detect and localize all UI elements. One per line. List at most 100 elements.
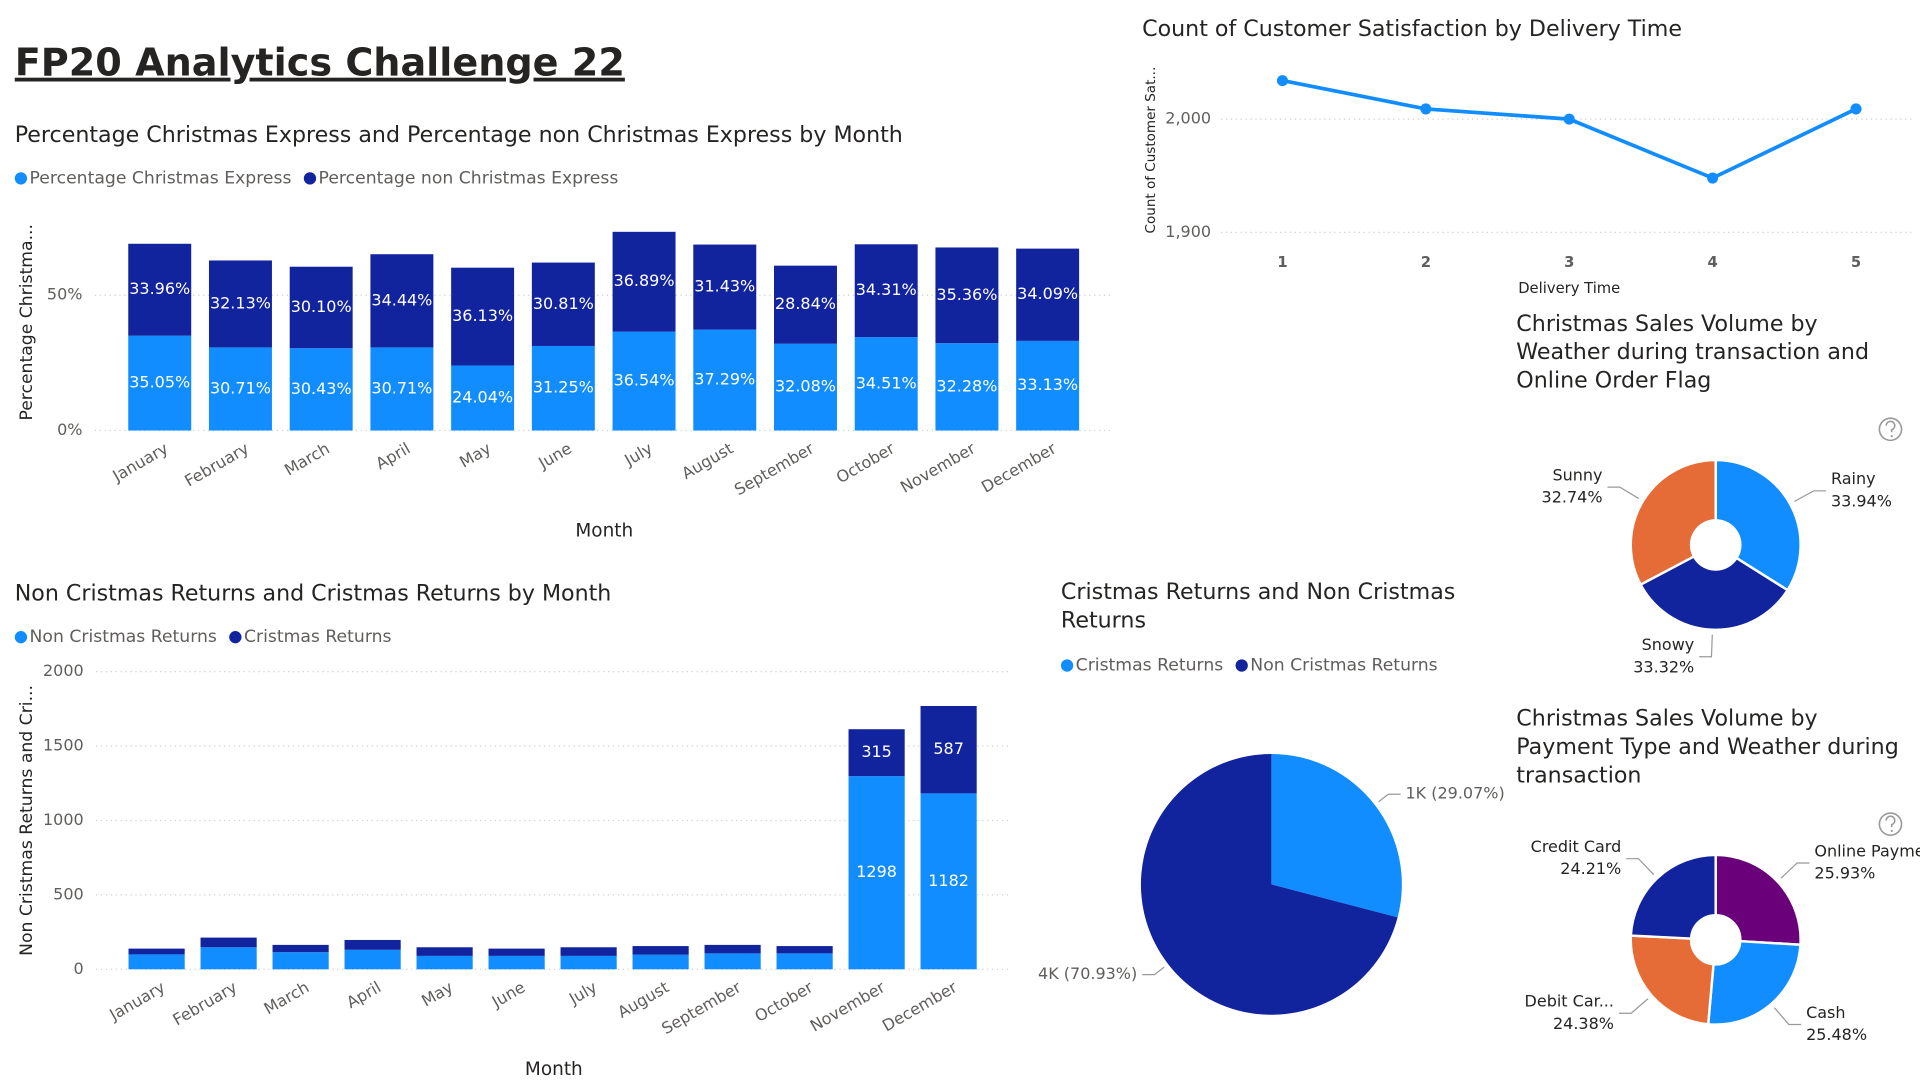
slice: [1629, 458, 1717, 587]
bar-segment: [289, 348, 353, 431]
legend-marker: [14, 631, 28, 644]
legend-marker: [229, 631, 242, 644]
x-tick-label: August: [614, 977, 672, 1021]
data-label: 33.96%: [129, 279, 190, 298]
bar-segment: [272, 944, 329, 953]
data-label: 33.94%: [1831, 491, 1892, 510]
data-label: 36.13%: [452, 306, 513, 325]
y-tick-label: 1000: [43, 810, 84, 829]
y-tick-label: 50%: [47, 285, 83, 304]
chart-title-box: Christmas Sales Volume by Weather during…: [1516, 311, 1870, 394]
data-label: 32.74%: [1542, 488, 1603, 507]
bar-segment: [488, 955, 545, 970]
data-label: 30.71%: [210, 378, 271, 397]
y-axis-label: Count of Customer Sat...: [1143, 67, 1159, 234]
x-tick-label: March: [261, 977, 313, 1018]
x-tick-label: January: [109, 439, 172, 486]
chart-title: Count of Customer Satisfaction by Delive…: [1142, 16, 1682, 42]
bar-segment: [531, 345, 595, 431]
line-marker: [1420, 103, 1432, 115]
chart-title: Cristmas Returns and Non Cristmas Return…: [1060, 579, 1456, 634]
bar-segment: [531, 262, 595, 346]
data-label: 35.05%: [129, 373, 190, 392]
bar-segment: [560, 955, 617, 970]
category-label: Credit Card: [1531, 837, 1622, 856]
x-tick-label: May: [418, 977, 456, 1010]
legend-label: Non Cristmas Returns: [1250, 655, 1437, 675]
help-icon[interactable]: [1878, 417, 1903, 442]
data-label: 25.48%: [1806, 1025, 1867, 1044]
category-label: Online Payment: [1814, 841, 1920, 860]
x-tick-label: December: [978, 438, 1060, 496]
dashboard-title: FP20 Analytics Challenge 22: [15, 41, 625, 85]
x-tick-label: 3: [1564, 254, 1574, 271]
x-tick-label: July: [565, 977, 600, 1008]
bar-segment: [848, 729, 905, 777]
category-label: Rainy: [1831, 469, 1876, 488]
data-label: 31.25%: [533, 378, 594, 397]
y-tick-label: 1,900: [1165, 222, 1211, 241]
slice: [1140, 754, 1398, 1015]
chart-title-box: Cristmas Returns and Non Cristmas Return…: [1060, 579, 1456, 634]
data-label: 24.21%: [1560, 859, 1621, 878]
bar-segment: [632, 954, 689, 970]
data-label: 30.43%: [291, 379, 352, 398]
data-label: 24.38%: [1553, 1014, 1614, 1033]
bar-segment: [488, 948, 545, 956]
data-label: 32.13%: [210, 293, 271, 312]
data-label: 34.44%: [371, 290, 432, 309]
bar-segment: [920, 705, 977, 794]
y-tick-label: 0%: [57, 420, 82, 439]
x-tick-label: November: [897, 438, 979, 496]
data-label: 33.32%: [1633, 657, 1694, 676]
data-label: 35.36%: [936, 285, 997, 304]
bar-segment: [416, 955, 473, 970]
bar-segment: [704, 953, 761, 970]
chart-title: Christmas Sales Volume by Weather during…: [1516, 311, 1870, 394]
x-tick-label: May: [456, 439, 494, 472]
data-label: 30.71%: [371, 378, 432, 397]
bar-segment: [848, 776, 905, 970]
x-tick-label: June: [534, 439, 575, 473]
leader-line: [1626, 858, 1655, 876]
leader-line: [1618, 998, 1649, 1014]
bar-segment: [774, 343, 837, 431]
category-label: Snowy: [1642, 635, 1695, 654]
legend-marker: [303, 172, 317, 185]
bar-segment: [344, 949, 401, 970]
line-marker: [1850, 103, 1862, 115]
line-marker: [1276, 75, 1288, 87]
legend-label: Non Cristmas Returns: [30, 627, 217, 647]
x-tick-label: September: [731, 438, 817, 499]
bar-segment: [776, 946, 833, 954]
x-tick-label: August: [678, 439, 736, 483]
y-tick-label: 2000: [43, 661, 84, 680]
leader-line: [1773, 1007, 1802, 1026]
slice: [1629, 853, 1717, 940]
category-label: Sunny: [1553, 466, 1603, 485]
bar-segment: [704, 944, 761, 954]
x-tick-label: July: [620, 439, 655, 470]
bar-segment: [774, 265, 837, 344]
help-icon[interactable]: [1878, 812, 1903, 837]
x-tick-label: April: [343, 977, 384, 1012]
bar-segment: [344, 939, 401, 950]
line-marker: [1707, 172, 1719, 184]
data-label: 30.10%: [291, 297, 352, 316]
bar-segment: [612, 231, 676, 332]
data-label: 36.89%: [614, 271, 675, 290]
bar-segment: [272, 952, 329, 970]
bar-segment: [560, 947, 617, 956]
data-label: 30.81%: [533, 294, 594, 313]
x-tick-label: March: [281, 439, 333, 480]
bar-segment: [776, 953, 833, 970]
bar-segment: [612, 331, 676, 431]
data-label: 25.93%: [1814, 864, 1875, 883]
slice: [1706, 939, 1802, 1026]
bar-segment: [128, 954, 185, 970]
data-label: 37.29%: [694, 370, 755, 389]
chart-title: Christmas Sales Volume by Payment Type a…: [1516, 706, 1899, 789]
category-label: Debit Car...: [1525, 992, 1614, 1011]
